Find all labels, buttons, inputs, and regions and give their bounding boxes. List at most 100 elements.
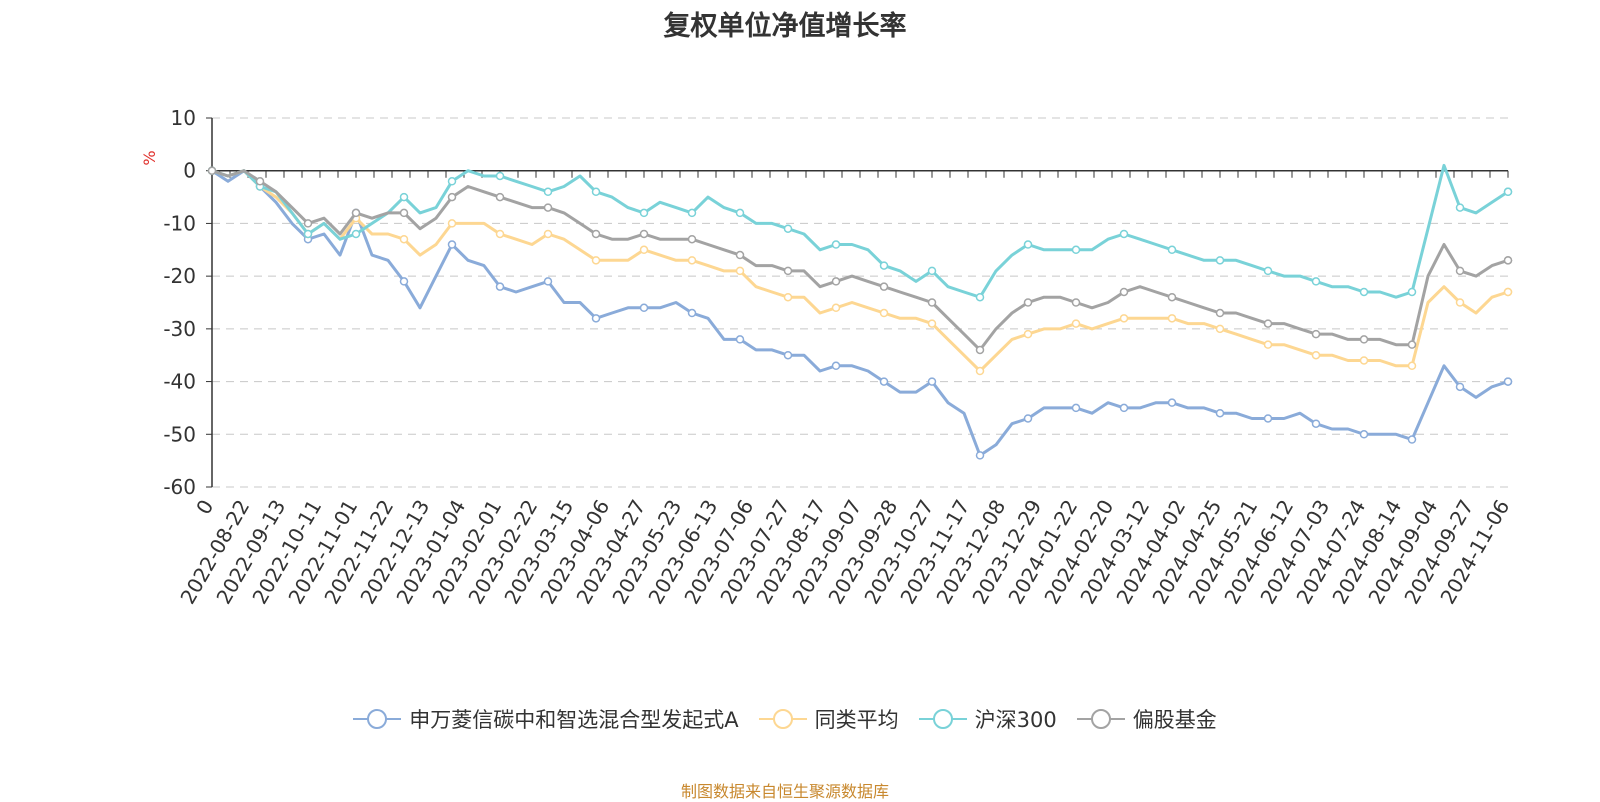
series-point-0	[1311, 419, 1321, 428]
series-point-0	[1215, 408, 1225, 418]
series-point-3	[879, 282, 889, 291]
series-point-2	[735, 208, 745, 218]
series-point-3	[1263, 319, 1273, 328]
series-point-1	[735, 266, 745, 276]
legend-marker-fund-a	[353, 709, 402, 729]
legend-item-csi300[interactable]: 沪深300	[918, 704, 1057, 734]
series-point-2	[639, 208, 649, 218]
series-point-0	[831, 361, 841, 371]
series-point-0	[1359, 430, 1369, 439]
series-point-3	[1071, 298, 1081, 307]
series-point-3	[1167, 292, 1177, 302]
legend-label-equity-funds: 偏股基金	[1132, 708, 1217, 732]
series-point-0	[1071, 403, 1081, 413]
series-point-2	[351, 229, 361, 239]
series-point-2	[1311, 277, 1321, 286]
series-point-2	[1455, 203, 1465, 212]
series-point-1	[1359, 356, 1369, 365]
series-point-3	[591, 229, 601, 239]
series-point-0	[1263, 414, 1273, 423]
legend-item-equity-funds[interactable]: 偏股基金	[1076, 704, 1217, 734]
series-point-1	[1167, 314, 1177, 323]
series-point-2	[495, 171, 505, 181]
legend-label-fund-a: 申万菱信碳中和智选混合型发起式A	[409, 708, 739, 732]
series-point-1	[1455, 298, 1465, 307]
series-point-0	[639, 303, 649, 313]
series-point-2	[303, 229, 313, 239]
series-point-0	[1407, 435, 1417, 444]
series-point-1	[879, 308, 889, 318]
series-point-3	[543, 203, 553, 212]
series-point-1	[639, 245, 649, 255]
series-point-0	[1119, 403, 1129, 413]
series-point-3	[1311, 329, 1321, 339]
series-line-2	[211, 163, 1509, 299]
series-point-3	[447, 192, 457, 202]
series-point-3	[495, 192, 505, 202]
y-tick-label: -10	[163, 211, 196, 235]
series-point-1	[495, 229, 505, 239]
series-point-3	[1359, 335, 1369, 344]
y-tick-label: -40	[163, 370, 196, 394]
series-point-3	[1023, 298, 1033, 307]
series-point-0	[543, 277, 553, 286]
series-point-0	[1455, 382, 1465, 392]
series-point-1	[1407, 361, 1417, 371]
series-point-3	[1503, 256, 1513, 265]
series-point-2	[687, 208, 697, 218]
series-point-3	[687, 234, 697, 244]
series-point-2	[447, 177, 457, 186]
series-point-1	[447, 219, 457, 228]
series-point-3	[1119, 287, 1129, 297]
series-point-2	[399, 192, 409, 202]
y-tick-label: 10	[171, 106, 196, 130]
series-point-0	[1023, 414, 1033, 423]
series-point-3	[1455, 266, 1465, 276]
series-point-3	[207, 166, 217, 175]
series-point-1	[783, 292, 793, 302]
legend-label-csi300: 沪深300	[974, 708, 1057, 732]
series-point-3	[1407, 340, 1417, 349]
series-point-0	[1167, 398, 1177, 407]
legend-marker-peer-average	[758, 709, 807, 729]
series-point-2	[1263, 266, 1273, 276]
series-point-0	[975, 451, 985, 460]
series-point-2	[831, 240, 841, 249]
legend-marker-equity-funds	[1076, 709, 1125, 729]
series-point-2	[1119, 229, 1129, 239]
series-point-3	[927, 298, 937, 307]
series-point-2	[591, 187, 601, 197]
legend-item-peer-average[interactable]: 同类平均	[758, 704, 899, 734]
series-point-3	[831, 277, 841, 286]
series-point-0	[591, 314, 601, 323]
series-point-3	[303, 219, 313, 228]
series-point-3	[639, 229, 649, 239]
series-point-2	[927, 266, 937, 276]
series-point-1	[1071, 319, 1081, 328]
series-point-1	[1503, 287, 1513, 297]
series-point-2	[1071, 245, 1081, 255]
series-point-1	[927, 319, 937, 328]
series-point-1	[831, 303, 841, 313]
series-point-3	[975, 345, 985, 355]
legend-item-fund-a[interactable]: 申万菱信碳中和智选混合型发起式A	[353, 704, 739, 734]
series-point-2	[1503, 187, 1513, 197]
y-tick-label: -60	[163, 475, 196, 499]
series-point-3	[783, 266, 793, 276]
y-tick-label: -20	[163, 264, 196, 288]
series-point-2	[879, 261, 889, 270]
x-tick-label: 0	[191, 496, 218, 519]
series-point-3	[351, 208, 361, 218]
chart-title: 复权单位净值增长率	[663, 11, 907, 42]
series-point-2	[783, 224, 793, 233]
series-point-1	[1311, 350, 1321, 360]
legend-label-peer-average: 同类平均	[814, 708, 899, 732]
series-point-2	[1215, 256, 1225, 265]
y-tick-label: -50	[163, 422, 196, 446]
series-point-2	[1359, 287, 1369, 297]
series-point-0	[399, 277, 409, 286]
series-point-1	[1263, 340, 1273, 349]
series-point-1	[1215, 324, 1225, 334]
series-point-0	[687, 308, 697, 318]
